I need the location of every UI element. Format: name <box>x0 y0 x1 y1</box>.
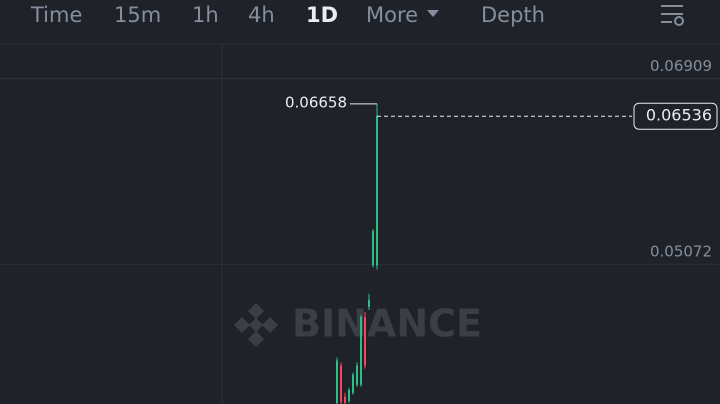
settings-icon[interactable] <box>661 5 684 26</box>
logo-shape <box>234 303 278 347</box>
candle-body <box>372 231 374 266</box>
y-tick-label: 0.05072 <box>650 243 712 261</box>
candle-body <box>348 389 350 401</box>
last-price-box <box>633 102 718 130</box>
candle-body <box>352 374 354 393</box>
toolbar-tab[interactable]: 1h <box>192 3 219 27</box>
candle-body <box>376 116 378 266</box>
dropdown-arrow <box>427 10 439 17</box>
candle-body <box>368 299 370 307</box>
candle-body <box>360 317 362 385</box>
candle-body <box>364 317 366 366</box>
y-tick-label: 0.06909 <box>650 57 712 75</box>
toolbar-tab[interactable]: More <box>366 3 418 27</box>
candle-body <box>340 365 342 402</box>
toolbar-tab[interactable]: 1D <box>306 3 338 27</box>
icon-gear <box>674 16 684 26</box>
watermark: BINANCE <box>292 302 482 346</box>
candle-body <box>344 396 346 403</box>
toolbar-tab[interactable]: 15m <box>114 3 161 27</box>
candle-body <box>356 365 358 385</box>
high-label: 0.06658 <box>285 93 347 111</box>
toolbar-tab[interactable]: Time <box>30 3 82 27</box>
watermark-logo <box>234 303 278 347</box>
candle-body <box>336 360 338 403</box>
toolbar-tab[interactable]: Depth <box>481 3 545 27</box>
toolbar-tab[interactable]: 4h <box>248 3 275 27</box>
last-price-label: 0.06536 <box>646 106 712 125</box>
